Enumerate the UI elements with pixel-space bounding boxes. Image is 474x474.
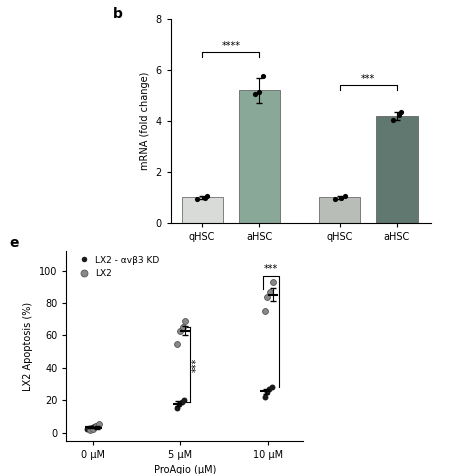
- Point: [95, 420, 103, 428]
- Text: ***: ***: [361, 74, 375, 84]
- Point: [331, 196, 338, 203]
- Point: [175, 401, 183, 408]
- Y-axis label: LX2 Apoptosis (%): LX2 Apoptosis (%): [23, 301, 33, 391]
- Point: [266, 288, 274, 295]
- Bar: [376, 116, 418, 223]
- Point: [176, 327, 183, 335]
- Point: [92, 422, 100, 430]
- Legend: LX2 - αvβ3 KD, LX2: LX2 - αvβ3 KD, LX2: [71, 252, 163, 282]
- Point: [395, 111, 403, 118]
- Point: [89, 425, 97, 432]
- Point: [180, 397, 188, 404]
- Point: [263, 388, 271, 396]
- Point: [178, 398, 185, 406]
- Point: [252, 91, 259, 98]
- Point: [261, 393, 269, 401]
- Point: [201, 194, 209, 201]
- Point: [83, 425, 91, 432]
- Bar: [239, 91, 280, 223]
- Point: [179, 323, 186, 330]
- Text: e: e: [9, 236, 19, 250]
- X-axis label: ProAgio (μM): ProAgio (μM): [154, 465, 216, 474]
- Point: [89, 423, 97, 431]
- Point: [389, 116, 397, 123]
- Text: ****: ****: [221, 41, 240, 51]
- Text: b: b: [113, 7, 123, 21]
- Point: [86, 427, 94, 434]
- Point: [173, 405, 181, 412]
- Point: [260, 73, 267, 80]
- Point: [182, 317, 189, 325]
- Point: [397, 108, 405, 116]
- Point: [203, 192, 211, 200]
- Point: [268, 383, 275, 391]
- Point: [91, 422, 99, 430]
- Point: [193, 195, 201, 203]
- Point: [86, 424, 94, 431]
- Point: [266, 385, 273, 393]
- Y-axis label: mRNA (fold change): mRNA (fold change): [140, 72, 150, 170]
- Point: [255, 88, 263, 95]
- Text: ***: ***: [264, 264, 278, 274]
- Point: [269, 278, 277, 286]
- Bar: [319, 197, 360, 223]
- Bar: [182, 197, 223, 223]
- Text: ***: ***: [192, 357, 202, 372]
- Point: [341, 192, 348, 200]
- Point: [261, 307, 269, 315]
- Point: [337, 194, 345, 201]
- Point: [264, 293, 271, 301]
- Point: [94, 422, 102, 429]
- Point: [173, 340, 181, 347]
